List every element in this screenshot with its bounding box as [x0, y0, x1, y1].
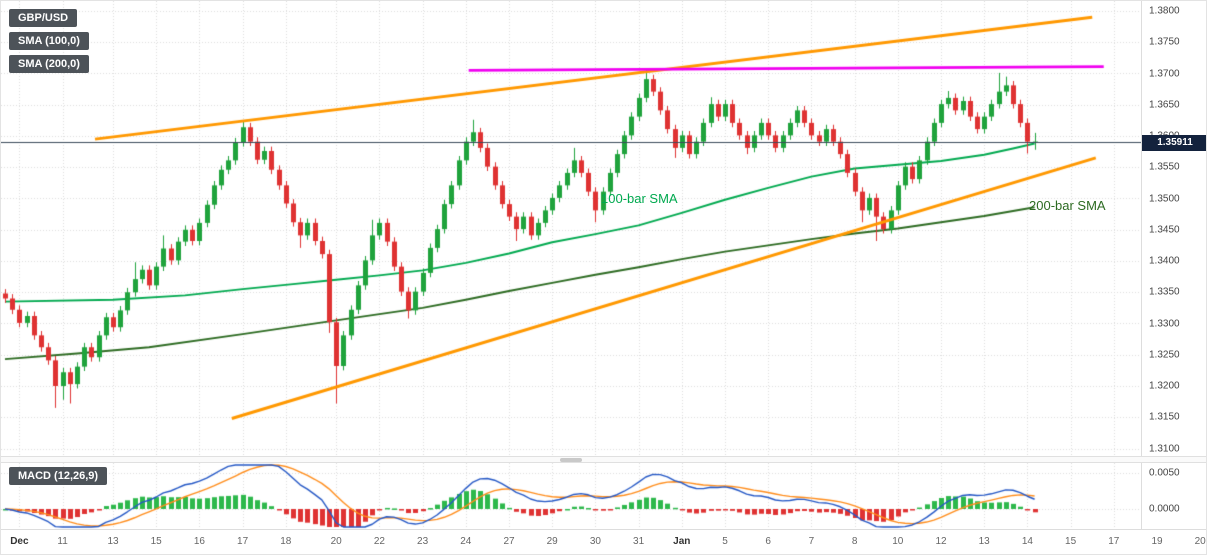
- macd-axis[interactable]: 0.0050 0.0000: [1141, 463, 1206, 529]
- sma100-annotation: 100-bar SMA: [601, 191, 678, 206]
- time-tick-label: 20: [330, 536, 342, 547]
- time-tick-label: 19: [1151, 536, 1163, 547]
- macd-legend-badge[interactable]: MACD (12,26,9): [9, 467, 108, 485]
- chart-legend: GBP/USD SMA (100,0) SMA (200,0): [9, 9, 89, 73]
- time-tick-label: 17: [1108, 536, 1120, 547]
- macd-pane: MACD (12,26,9): [1, 463, 1141, 529]
- price-tick-label: 1.3350: [1149, 286, 1180, 298]
- price-tick-label: 1.3250: [1149, 349, 1180, 361]
- time-tick-label: 29: [546, 536, 558, 547]
- time-tick-label: 15: [150, 536, 162, 547]
- price-tick-label: 1.3550: [1149, 161, 1180, 173]
- time-axis[interactable]: Dec 11 13 15 16 17 18 20 22 23 24 27 29 30 31 Jan 5 6 7 8 10…: [1, 529, 1206, 554]
- price-tick-label: 1.3300: [1149, 318, 1180, 329]
- time-tick-label: 11: [57, 536, 68, 547]
- price-chart-canvas[interactable]: [1, 1, 1141, 456]
- time-tick-label: 27: [503, 536, 515, 547]
- price-tick-label: 1.3200: [1149, 380, 1180, 392]
- macd-tick-label: 0.0050: [1149, 467, 1180, 479]
- time-tick-label: 5: [722, 536, 728, 547]
- sma100-legend-badge[interactable]: SMA (100,0): [9, 32, 89, 50]
- time-tick-label: 16: [193, 536, 205, 547]
- time-tick-label: 12: [935, 536, 947, 547]
- price-tick-label: 1.3500: [1149, 193, 1180, 204]
- time-tick-label: 20: [1194, 536, 1206, 547]
- pane-resize-grip-icon[interactable]: [560, 458, 582, 462]
- time-tick-label: 7: [808, 536, 815, 547]
- price-tick-label: 1.3150: [1149, 411, 1180, 423]
- time-tick-label: 10: [892, 536, 904, 547]
- time-tick-label: 15: [1065, 536, 1077, 547]
- time-tick-label: 8: [851, 536, 858, 547]
- macd-tick-label: 0.0000: [1149, 503, 1180, 515]
- time-tick-label: Jan: [673, 536, 691, 547]
- time-tick-label: 23: [417, 536, 429, 547]
- time-tick-label: 24: [460, 536, 472, 547]
- time-tick-label: 17: [237, 536, 249, 547]
- time-tick-label: 18: [280, 536, 292, 547]
- macd-chart-canvas[interactable]: [1, 463, 1141, 529]
- sma200-annotation: 200-bar SMA: [1029, 198, 1106, 213]
- price-tick-label: 1.3700: [1149, 68, 1180, 79]
- price-tick-label: 1.3800: [1149, 5, 1180, 17]
- price-pane: GBP/USD SMA (100,0) SMA (200,0) 100-bar …: [1, 1, 1141, 456]
- price-tick-label: 1.3100: [1149, 443, 1180, 454]
- price-tick-label: 1.3650: [1149, 99, 1180, 111]
- time-tick-label: 14: [1021, 536, 1033, 547]
- time-tick-label: 31: [633, 536, 645, 547]
- current-price-label: 1.35911: [1142, 134, 1206, 151]
- time-tick-label: 30: [589, 536, 601, 547]
- price-tick-label: 1.3400: [1149, 255, 1180, 267]
- time-tick-label: 13: [107, 536, 119, 547]
- price-tick-label: 1.3450: [1149, 224, 1180, 236]
- time-tick-label: 22: [373, 536, 385, 547]
- symbol-badge[interactable]: GBP/USD: [9, 9, 78, 27]
- time-tick-label: 6: [765, 536, 771, 547]
- price-axis[interactable]: 1.38001.37501.37001.36501.36001.35501.35…: [1141, 1, 1206, 456]
- time-tick-label: Dec: [10, 536, 29, 547]
- pane-splitter[interactable]: [1, 456, 1206, 463]
- sma200-legend-badge[interactable]: SMA (200,0): [9, 55, 89, 73]
- price-tick-label: 1.3750: [1149, 36, 1180, 48]
- time-tick-label: 13: [978, 536, 990, 547]
